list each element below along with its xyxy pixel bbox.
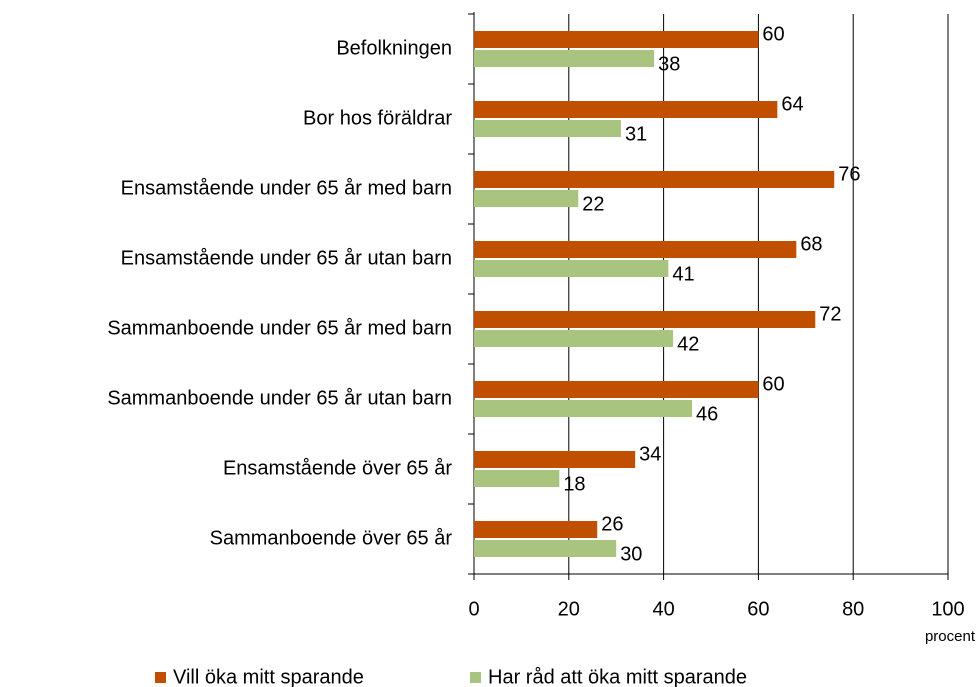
bar — [474, 521, 598, 538]
data-label: 60 — [762, 373, 784, 395]
y-tick-label: Bor hos föräldrar — [303, 107, 452, 129]
bar — [474, 400, 693, 417]
legend-marker — [155, 672, 166, 683]
x-axis-label: procent — [925, 628, 976, 645]
y-tick-label: Ensamstående över 65 år — [223, 457, 452, 479]
bar — [474, 330, 674, 347]
bar — [474, 241, 797, 258]
legend-marker — [470, 672, 481, 683]
x-tick-label: 100 — [931, 598, 964, 620]
bar — [474, 451, 636, 468]
bar — [474, 120, 621, 137]
x-tick-label: 20 — [558, 598, 580, 620]
x-tick-label: 60 — [747, 598, 769, 620]
bar — [474, 31, 759, 48]
y-tick-label: Sammanboende över 65 år — [210, 527, 453, 549]
data-label: 76 — [838, 163, 860, 185]
bar — [474, 190, 579, 207]
data-label: 34 — [639, 443, 661, 465]
bar — [474, 101, 778, 118]
data-label: 22 — [582, 193, 604, 215]
data-label: 60 — [762, 23, 784, 45]
x-tick-label: 0 — [468, 598, 479, 620]
x-tick-label: 80 — [842, 598, 864, 620]
legend-label: Har råd att öka mitt sparande — [488, 666, 747, 687]
y-tick-label: Befolkningen — [336, 37, 452, 59]
data-label: 64 — [781, 93, 803, 115]
data-label: 41 — [672, 263, 694, 285]
data-label: 18 — [563, 473, 585, 495]
y-tick-label: Sammanboende under 65 år med barn — [107, 317, 452, 339]
bar — [474, 50, 655, 67]
data-label: 30 — [620, 543, 642, 565]
data-label: 26 — [601, 513, 623, 535]
bar — [474, 470, 560, 487]
bar — [474, 381, 759, 398]
bar — [474, 311, 816, 328]
legend-label: Vill öka mitt sparande — [173, 666, 364, 687]
y-tick-label: Sammanboende under 65 år utan barn — [107, 387, 452, 409]
bar — [474, 260, 669, 277]
data-label: 46 — [696, 403, 718, 425]
data-label: 31 — [625, 123, 647, 145]
data-label: 68 — [800, 233, 822, 255]
data-label: 72 — [819, 303, 841, 325]
x-tick-label: 40 — [652, 598, 674, 620]
data-label: 38 — [658, 53, 680, 75]
y-tick-label: Ensamstående under 65 år utan barn — [121, 247, 452, 269]
data-label: 42 — [677, 333, 699, 355]
bar — [474, 171, 835, 188]
bar — [474, 540, 617, 557]
y-tick-label: Ensamstående under 65 år med barn — [121, 177, 452, 199]
